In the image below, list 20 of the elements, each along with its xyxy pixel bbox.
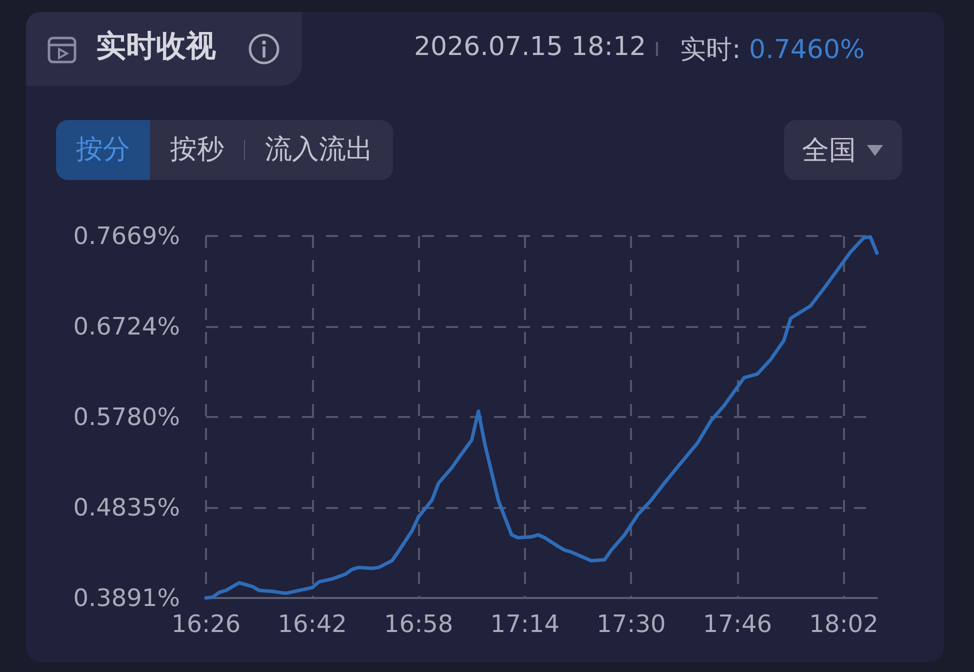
x-tick-label: 16:42 <box>278 610 347 638</box>
text: 按分 <box>56 120 150 180</box>
text: 实时: 0.7460% <box>680 34 865 67</box>
text: 全国 <box>802 134 856 168</box>
x-tick-label: 17:46 <box>702 610 772 638</box>
y-tick-label: 0.5780% <box>73 403 180 431</box>
x-tick-label: 17:14 <box>490 610 560 638</box>
x-tick-label: 18:02 <box>809 610 878 638</box>
y-tick-label: 0.7669% <box>73 222 180 250</box>
y-tick-label: 0.6724% <box>73 312 180 341</box>
y-tick-label: 0.4835% <box>73 494 180 522</box>
y-tick-label: 0.3891% <box>73 584 180 612</box>
line-series <box>204 235 879 600</box>
chart-subtitle: 2026.07.15 18:12 <box>414 32 646 62</box>
x-tick-label: 16:26 <box>171 610 241 638</box>
text: 按秒 <box>169 133 225 167</box>
x-tick-label: 17:30 <box>596 610 666 638</box>
chart-title: 实时收视 <box>96 28 216 66</box>
x-tick-label: 16:58 <box>384 610 454 638</box>
text: 流入流出 <box>264 133 374 167</box>
